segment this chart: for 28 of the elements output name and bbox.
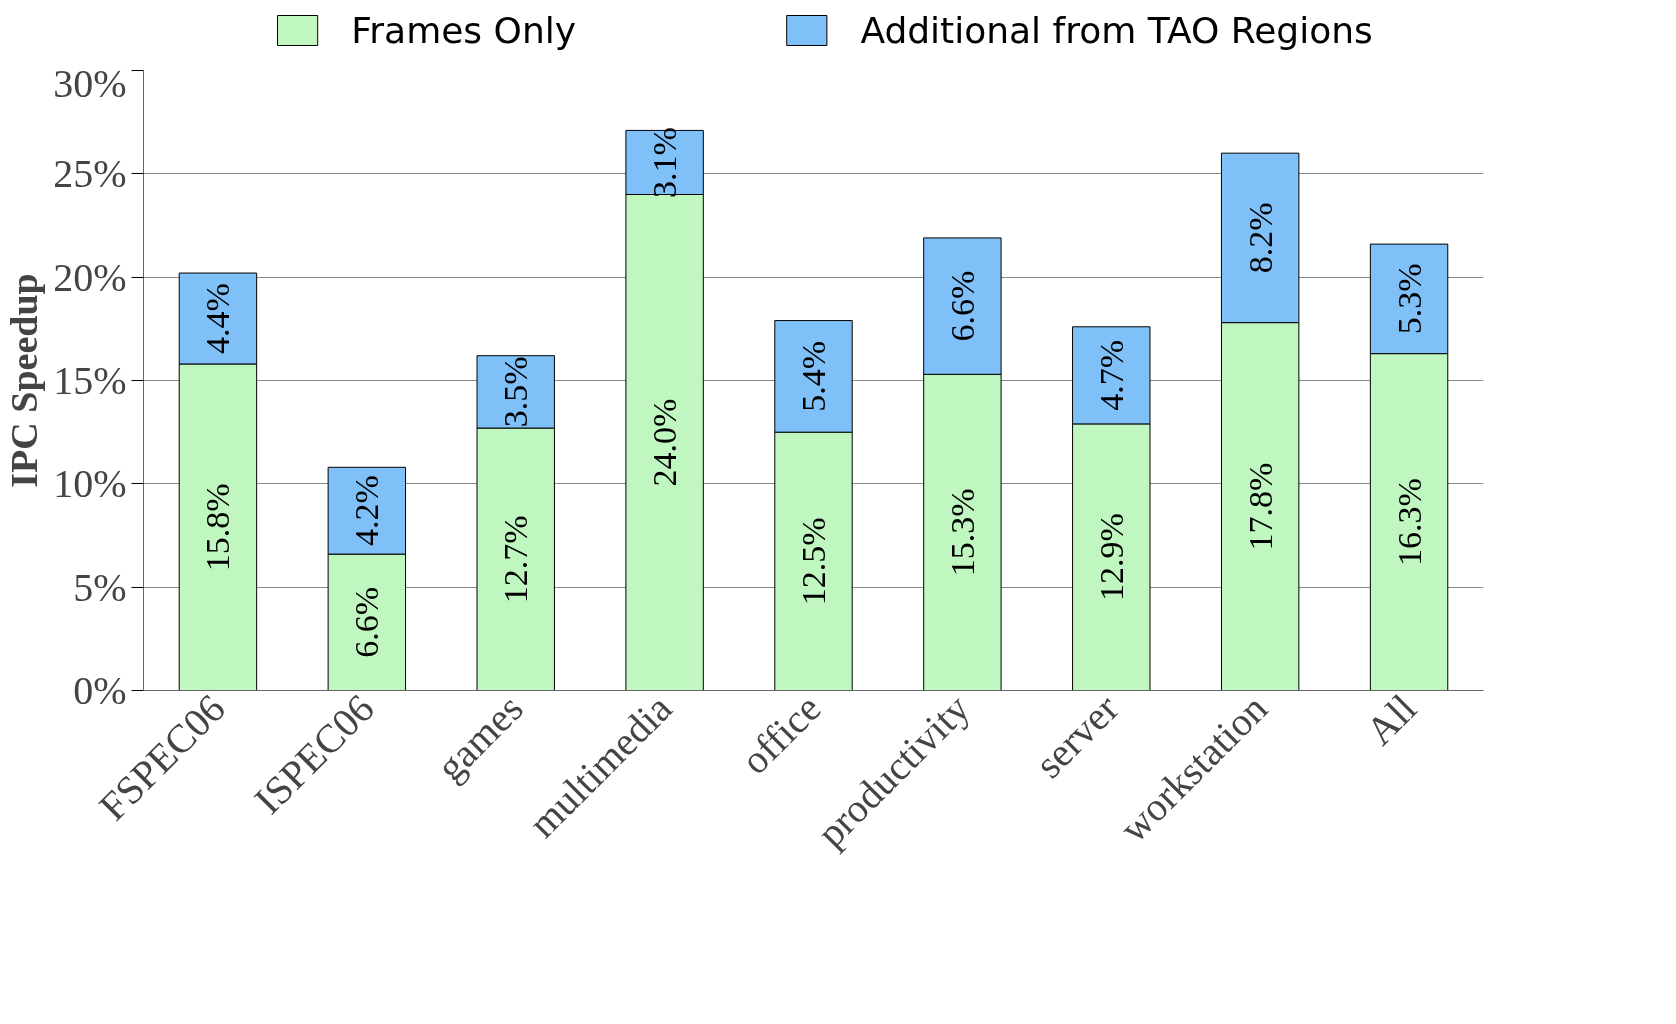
data-label: 6.6% bbox=[943, 270, 981, 342]
y-tick-label: 30% bbox=[53, 60, 127, 106]
data-label: 12.7% bbox=[497, 515, 535, 604]
y-tick-label: 20% bbox=[53, 254, 127, 300]
legend-label: Additional from TAO Regions bbox=[860, 10, 1373, 51]
y-tick-label: 5% bbox=[73, 564, 127, 610]
data-label: 6.6% bbox=[348, 586, 386, 658]
y-tick-label: 15% bbox=[53, 358, 127, 403]
data-label: 3.5% bbox=[497, 356, 535, 428]
y-axis-title: IPC Speedup bbox=[3, 273, 46, 488]
data-label: 4.7% bbox=[1092, 339, 1130, 411]
data-label: 3.1% bbox=[646, 127, 684, 198]
data-label: 4.2% bbox=[348, 475, 386, 547]
x-tick-label: All bbox=[1357, 685, 1425, 754]
data-label: 17.8% bbox=[1241, 462, 1279, 551]
data-label: 16.3% bbox=[1390, 478, 1428, 566]
data-label: 12.9% bbox=[1092, 513, 1130, 602]
data-label: 12.5% bbox=[795, 517, 832, 606]
data-label: 4.4% bbox=[199, 283, 237, 354]
data-label: 5.3% bbox=[1390, 263, 1428, 335]
y-tick-label: 25% bbox=[53, 151, 127, 197]
data-label: 8.2% bbox=[1241, 202, 1279, 274]
y-tick-label: 10% bbox=[53, 461, 127, 507]
data-label: 5.4% bbox=[795, 340, 832, 412]
data-label: 15.8% bbox=[199, 483, 237, 572]
legend-label: Frames Only bbox=[351, 10, 577, 51]
data-label: 15.3% bbox=[943, 488, 981, 577]
data-label: 24.0% bbox=[646, 398, 684, 487]
